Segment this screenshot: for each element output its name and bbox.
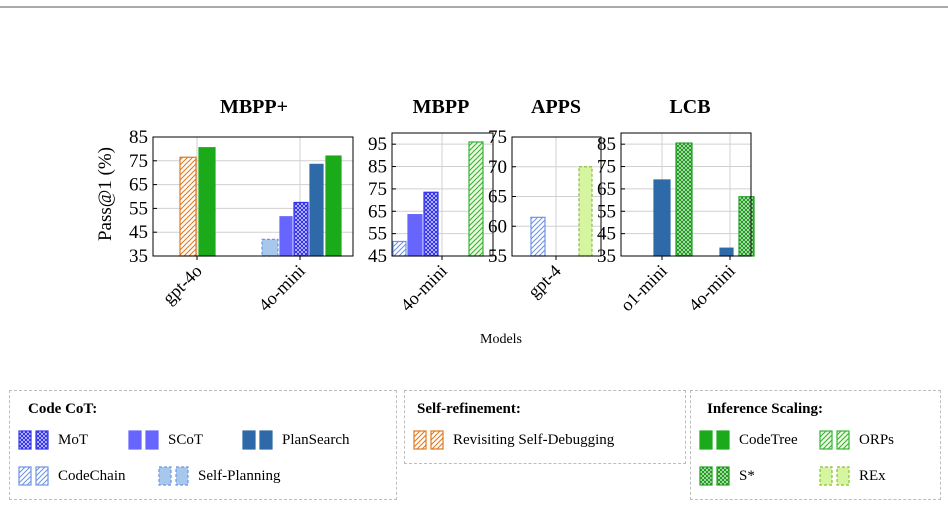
legend-swatch [413, 428, 453, 452]
legend-label: CodeTree [739, 431, 798, 448]
legend-item-mot: MoT [18, 427, 88, 453]
y-tick-label: 65 [129, 175, 148, 196]
y-tick-label: 35 [129, 246, 148, 267]
bar-rex-gpt-4 [578, 166, 593, 257]
y-tick-label: 55 [129, 198, 148, 219]
legend-label: Self-Planning [198, 467, 281, 484]
legend-item-orps: ORPs [819, 427, 894, 453]
legend-label: ORPs [859, 431, 895, 448]
legend-swatch [18, 464, 58, 488]
legend-swatch [242, 428, 282, 452]
legend-item-self-planning: Self-Planning [158, 463, 281, 489]
y-tick-label: 95 [368, 134, 387, 155]
legend-label: PlanSearch [282, 431, 350, 448]
bar-codechain-4o-mini [392, 240, 407, 257]
bar-codechain-gpt-4 [530, 216, 546, 257]
legend-item-codechain: CodeChain [18, 463, 126, 489]
y-tick-label: 75 [488, 127, 507, 148]
y-tick-label: 65 [597, 179, 616, 200]
y-tick-label: 85 [129, 127, 148, 148]
x-tick-label: 4o-mini [254, 261, 308, 315]
y-tick-label: 55 [488, 246, 507, 267]
legend-inference-scaling: Inference Scaling: CodeTree ORPs S* REx [690, 390, 941, 500]
y-tick-label: 65 [488, 187, 507, 208]
legend-item-revisiting-self-debugging: Revisiting Self-Debugging [413, 427, 614, 453]
bar-scot-4o-mini [407, 214, 423, 257]
panel-title: APPS [531, 96, 581, 118]
x-tick-label: 4o-mini [396, 261, 450, 315]
legend-swatch [819, 428, 859, 452]
bar-revisiting-self-debugging-gpt-4o [179, 156, 197, 257]
plot-frame [620, 132, 752, 257]
legend-label: SCoT [168, 431, 204, 448]
legend-swatch [128, 428, 168, 452]
y-tick-label: 60 [488, 216, 507, 237]
bar-scot-4o-mini [279, 216, 293, 257]
legend-swatch [18, 428, 58, 452]
bar-plansearch-o1-mini [653, 179, 671, 257]
bar-orps-4o-mini [468, 141, 484, 257]
y-tick-label: 75 [368, 179, 387, 200]
y-tick-label: 75 [597, 157, 616, 178]
legend-label: REx [859, 467, 886, 484]
legend-swatch [158, 464, 198, 488]
y-axis-label: Pass@1 (%) [95, 147, 116, 241]
panel-title: MBPP+ [220, 96, 288, 118]
legend-swatch [819, 464, 859, 488]
x-tick-label: 4o-mini [684, 261, 738, 315]
legend-code-cot: Code CoT: MoT SCoT PlanSearch CodeChain Self… [9, 390, 397, 500]
plot-frame [152, 136, 354, 257]
y-tick-label: 45 [368, 246, 387, 267]
legend-title-code-cot: Code CoT: [28, 401, 98, 417]
bar-plansearch-4o-mini [309, 163, 324, 257]
legend-swatch [699, 428, 739, 452]
y-tick-label: 45 [129, 222, 148, 243]
y-tick-label: 45 [597, 224, 616, 245]
legend-title-inference-scaling: Inference Scaling: [707, 401, 823, 417]
legend-label: MoT [58, 431, 88, 448]
y-tick-label: 75 [129, 151, 148, 172]
legend-item-scot: SCoT [128, 427, 203, 453]
legend-item-codetree: CodeTree [699, 427, 798, 453]
legend-label: S* [739, 467, 755, 484]
y-tick-label: 55 [368, 224, 387, 245]
x-axis-label: Models [480, 332, 522, 347]
bar-codetree-4o-mini [325, 155, 342, 257]
legend-self-refinement: Self-refinement: Revisiting Self-Debuggi… [404, 390, 686, 464]
y-tick-label: 85 [597, 134, 616, 155]
bar-sstar-o1-mini [675, 142, 693, 257]
x-tick-label: o1-mini [616, 261, 670, 315]
y-tick-label: 65 [368, 201, 387, 222]
y-tick-label: 55 [597, 201, 616, 222]
bar-mot-4o-mini [293, 201, 309, 257]
bar-codetree-gpt-4o [198, 147, 216, 257]
y-tick-label: 85 [368, 157, 387, 178]
legend-item-plansearch: PlanSearch [242, 427, 349, 453]
legend-item-sstar: S* [699, 463, 755, 489]
bar-plansearch-4o-mini [719, 247, 734, 257]
panel-apps: 55 60 65 70 75 gpt-4 APPS [488, 96, 602, 302]
legend-label: CodeChain [58, 467, 126, 484]
x-tick-label: gpt-4 [524, 261, 565, 302]
panel-title: MBPP [413, 96, 470, 118]
legend-title-self-refinement: Self-refinement: [417, 401, 521, 417]
bar-sstar-4o-mini [738, 196, 755, 257]
bar-self-planning-4o-mini [261, 238, 279, 257]
legend-label: Revisiting Self-Debugging [453, 431, 615, 448]
panel-title: LCB [669, 96, 710, 118]
legend-swatch [699, 464, 739, 488]
y-tick-label: 35 [597, 246, 616, 267]
y-tick-label: 70 [488, 157, 507, 178]
legend-item-rex: REx [819, 463, 886, 489]
bar-mot-4o-mini [423, 191, 439, 257]
x-tick-label: gpt-4o [158, 261, 205, 308]
